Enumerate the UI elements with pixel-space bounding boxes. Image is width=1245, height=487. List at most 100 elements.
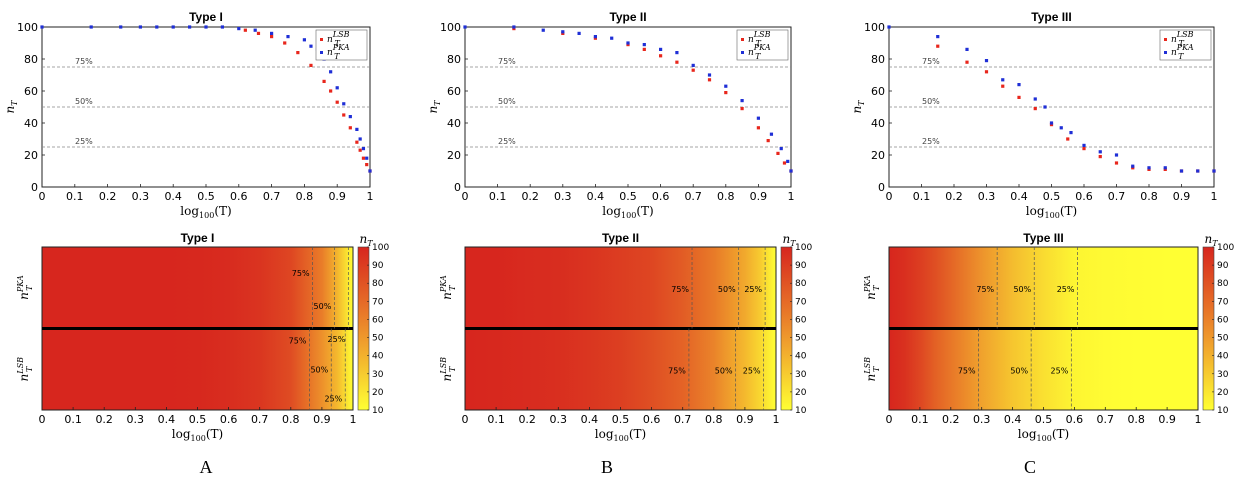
- x-tick-label: 0.2: [518, 413, 536, 426]
- threshold-label: 25%: [328, 335, 346, 344]
- x-tick-label: 0.5: [189, 413, 207, 426]
- data-point-lsb: [342, 113, 346, 117]
- data-point-pka: [541, 28, 545, 32]
- x-tick-label: 0.2: [521, 190, 539, 203]
- legend-entry: nPKA T: [748, 43, 771, 61]
- x-tick-label: 0.6: [230, 190, 248, 203]
- colorbar: [1202, 246, 1215, 411]
- x-tick-label: 1: [1195, 413, 1202, 426]
- threshold-label: 75%: [668, 367, 686, 376]
- legend-marker: [741, 38, 744, 41]
- data-point-pka: [40, 25, 44, 29]
- data-point-pka: [335, 86, 339, 90]
- data-point-pka: [1033, 97, 1037, 101]
- data-point-pka: [626, 41, 630, 45]
- colorbar-tick-label: 20: [372, 388, 384, 398]
- data-point-pka: [355, 127, 359, 131]
- scatter-panel-C: Type III 75% 50% 25% 0 0.1 0.2 0.3 0.4 0.5 0.6 0.7 0…: [850, 10, 1218, 220]
- threshold-label: 25%: [744, 285, 762, 294]
- data-point-pka: [756, 116, 760, 120]
- data-point-pka: [188, 25, 192, 29]
- y-tick-label: 40: [24, 117, 38, 130]
- data-point-pka: [965, 47, 969, 51]
- threshold-label: 50%: [314, 302, 332, 311]
- data-point-lsb: [1066, 137, 1070, 141]
- x-axis-label: log100(T): [172, 427, 223, 443]
- data-point-pka: [309, 44, 313, 48]
- x-tick-label: 0.5: [197, 190, 215, 203]
- data-point-lsb: [361, 156, 366, 160]
- legend-entry: nPKA T: [1171, 43, 1194, 61]
- data-point-lsb: [691, 68, 695, 72]
- data-point-pka: [887, 25, 891, 29]
- reference-label: 75%: [498, 57, 516, 66]
- data-point-pka: [342, 102, 346, 106]
- scatter-panel-B: Type II 75% 50% 25% 0 0.1 0.2 0.3 0.4 0.5 0.6 0.7 0.…: [426, 10, 795, 220]
- x-tick-label: 0.4: [587, 190, 605, 203]
- x-tick-label: 0.7: [674, 413, 692, 426]
- x-tick-label: 0.6: [1066, 413, 1084, 426]
- chart-title: Type III: [1031, 10, 1071, 24]
- data-point-pka: [707, 73, 712, 77]
- legend-entry: nLSB T: [748, 30, 771, 48]
- threshold-label: 50%: [1010, 367, 1028, 376]
- data-point-lsb: [707, 78, 712, 82]
- colorbar-tick-label: 90: [1217, 261, 1229, 271]
- x-tick-label: 0.1: [487, 413, 505, 426]
- colorbar-tick-label: 80: [795, 279, 807, 289]
- heat-row-lsb: [465, 328, 776, 410]
- colorbar-tick-label: 30: [795, 370, 807, 380]
- data-point-pka: [155, 25, 159, 29]
- reference-label: 50%: [75, 97, 93, 106]
- data-point-pka: [1082, 143, 1086, 147]
- row-label-pka: nPKAT: [16, 275, 34, 300]
- data-point-lsb: [766, 139, 770, 143]
- x-tick-label: 0.7: [1097, 413, 1115, 426]
- legend-entry: nPKA T: [327, 43, 350, 61]
- legend-box: [1159, 29, 1212, 61]
- x-tick-label: 0.1: [913, 190, 931, 203]
- x-tick-label: 1: [773, 413, 780, 426]
- colorbar-tick-label: 90: [795, 261, 807, 271]
- x-tick-label: 0: [886, 190, 893, 203]
- data-point-lsb: [1114, 161, 1119, 165]
- colorbar-tick-label: 90: [372, 261, 384, 271]
- x-tick-label: 0.1: [489, 190, 507, 203]
- x-tick-label: 0.4: [581, 413, 599, 426]
- data-point-pka: [348, 115, 352, 119]
- threshold-label: 75%: [976, 285, 994, 294]
- threshold-label: 75%: [292, 269, 310, 278]
- row-label-pka: nPKAT: [439, 275, 457, 300]
- reference-label: 75%: [75, 57, 93, 66]
- colorbar-tick-label: 70: [372, 297, 384, 307]
- data-point-pka: [1017, 83, 1021, 87]
- x-tick-label: 0.7: [251, 413, 269, 426]
- colorbar: [357, 246, 370, 411]
- data-point-pka: [204, 25, 208, 29]
- data-point-pka: [286, 35, 290, 39]
- colorbar-tick-label: 40: [372, 352, 384, 362]
- colorbar-tick-label: 60: [795, 315, 807, 325]
- y-tick-label: 0: [454, 181, 461, 194]
- data-point-pka: [1069, 131, 1073, 135]
- data-point-pka: [659, 47, 663, 51]
- panel-letter-C: C: [1024, 457, 1036, 477]
- x-tick-label: 0.8: [717, 190, 735, 203]
- x-tick-label: 0.2: [942, 413, 960, 426]
- data-point-lsb: [283, 41, 287, 45]
- data-point-lsb: [675, 60, 679, 64]
- colorbar-tick-label: 60: [372, 315, 384, 325]
- colorbar-tick-label: 100: [1217, 243, 1234, 253]
- data-point-lsb: [984, 70, 989, 74]
- data-point-pka: [1196, 169, 1200, 173]
- x-axis-label: log100(T): [595, 427, 646, 443]
- x-tick-label: 0.9: [1158, 413, 1176, 426]
- colorbar-label: nT: [1204, 232, 1218, 248]
- data-point-pka: [1049, 121, 1054, 125]
- data-point-pka: [270, 31, 274, 35]
- data-point-pka: [220, 25, 224, 29]
- heatmap-panel-C: Type III 75% 50% 25% 75% 50% 25% 0 0.1 0.2 0.3 0.4 0…: [863, 231, 1234, 443]
- data-point-pka: [936, 35, 940, 39]
